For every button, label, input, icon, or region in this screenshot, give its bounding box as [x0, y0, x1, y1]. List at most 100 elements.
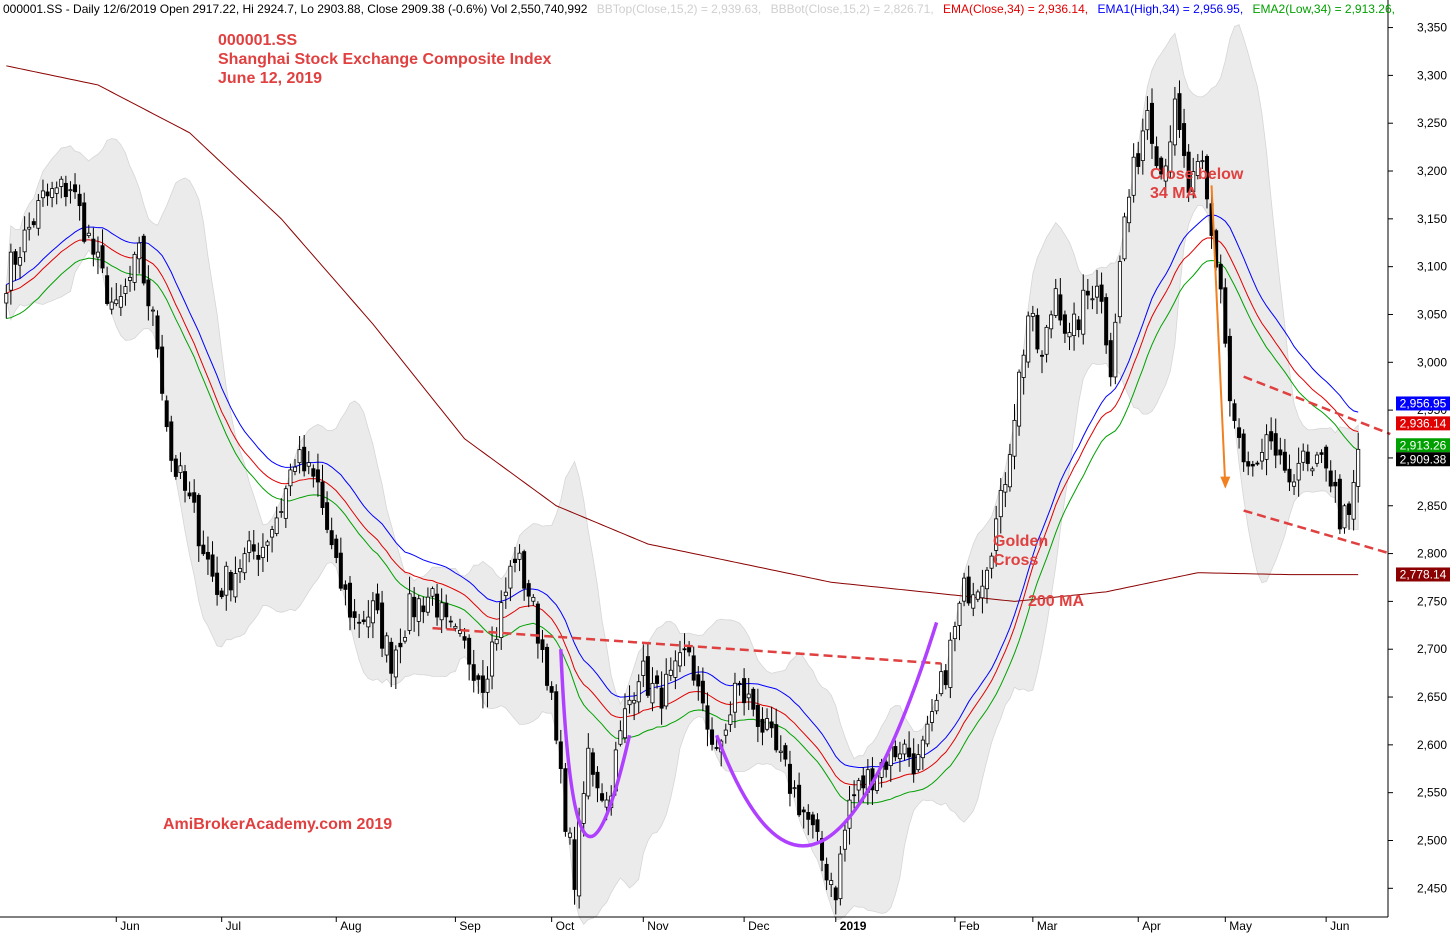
candle-body-down: [82, 202, 87, 242]
candle: [1269, 417, 1274, 450]
candle-body-down: [810, 814, 815, 826]
candle: [155, 310, 160, 358]
candle-body-down: [545, 646, 550, 686]
candle: [655, 670, 660, 689]
candle: [829, 872, 834, 898]
candle-body-up: [1259, 452, 1264, 462]
candle-body-down: [833, 887, 838, 901]
candle: [838, 846, 843, 906]
candle-body-down: [31, 221, 36, 226]
candle-body-down: [742, 678, 747, 704]
candle-body-down: [755, 704, 760, 727]
candle: [18, 246, 23, 279]
candle-body-down: [347, 582, 353, 618]
candle: [732, 672, 737, 728]
candle: [618, 720, 623, 747]
candle: [499, 590, 504, 650]
candle-body-up: [1131, 156, 1136, 196]
candle-body-up: [279, 511, 284, 513]
tag-ema-close: 2,936.14: [1396, 416, 1450, 431]
candle-body-up: [934, 699, 939, 712]
y-tick-label: 2,600: [1417, 738, 1447, 752]
candle-body-down: [595, 771, 600, 789]
candle: [1319, 449, 1324, 463]
candle-body-down: [375, 593, 380, 611]
candle: [677, 640, 682, 673]
candle: [389, 637, 394, 688]
candle-body-down: [476, 675, 481, 680]
candle: [393, 645, 398, 689]
candle: [407, 576, 412, 635]
candle-body-up: [1351, 482, 1356, 520]
candle: [710, 717, 715, 751]
annotation-golden-2: Cross: [993, 552, 1038, 569]
candle-body-up: [270, 529, 275, 538]
candle: [8, 243, 13, 305]
candle-body-up: [18, 257, 23, 266]
x-tick-label: May: [1229, 919, 1252, 933]
candle-body-up: [517, 552, 522, 560]
candle-body-down: [522, 551, 527, 589]
candle: [457, 618, 462, 637]
candle-body-down: [1136, 153, 1141, 167]
candle-body-up: [778, 750, 783, 753]
y-tick-label: 2,750: [1417, 594, 1447, 608]
candle-body-up: [581, 793, 586, 824]
candle-body-up: [1292, 481, 1297, 487]
candle-body-down: [105, 275, 110, 304]
candle-body-up: [457, 629, 462, 634]
candle: [114, 282, 119, 307]
candle: [572, 826, 577, 905]
candle: [233, 556, 238, 603]
candle: [554, 684, 559, 745]
candle: [595, 766, 600, 803]
candle: [247, 530, 252, 563]
candle: [137, 236, 142, 274]
x-tick-label: Sep: [459, 919, 481, 933]
candle-body-down: [334, 538, 339, 558]
candle: [128, 265, 133, 292]
candle: [118, 284, 123, 316]
candle: [856, 777, 861, 804]
candle-body-down: [219, 590, 224, 598]
candle-body-down: [183, 471, 188, 491]
candle: [100, 229, 105, 274]
tag-ema-low: 2,913.26: [1396, 438, 1450, 453]
candle: [338, 537, 343, 591]
header-bbtop: BBTop(Close,15,2) = 2,939.63,: [597, 2, 761, 16]
candle-body-down: [1058, 294, 1063, 321]
candle: [430, 586, 435, 606]
candle: [219, 587, 224, 600]
candle: [1049, 310, 1054, 339]
candle: [664, 658, 669, 710]
candle-body-down: [861, 775, 866, 789]
candle: [1122, 212, 1127, 262]
x-tick-label: Nov: [647, 919, 668, 933]
candle: [13, 248, 18, 281]
candle: [490, 626, 495, 690]
candle-body-up: [971, 594, 976, 609]
candle-body-up: [994, 518, 999, 551]
candle: [1117, 255, 1122, 324]
title-ticker: 000001.SS: [218, 32, 298, 49]
candle: [444, 594, 449, 629]
candle: [1273, 418, 1278, 469]
candle-body-down: [907, 747, 912, 758]
candle: [242, 547, 247, 580]
candle: [1062, 310, 1067, 343]
candle-body-down: [760, 718, 765, 733]
candle-body-up: [306, 462, 311, 467]
candle-body-up: [485, 678, 490, 693]
y-tick-label: 2,550: [1417, 786, 1447, 800]
candle-body-up: [1140, 130, 1145, 161]
candle-body-down: [824, 863, 829, 881]
candle: [902, 739, 907, 761]
candle: [769, 706, 774, 738]
candle-body-up: [567, 832, 572, 838]
candle: [980, 569, 985, 614]
candle: [1099, 272, 1104, 314]
candle: [1328, 460, 1333, 493]
tag-ma200-bg: [1396, 567, 1450, 582]
ema-lines: [6, 214, 1359, 804]
